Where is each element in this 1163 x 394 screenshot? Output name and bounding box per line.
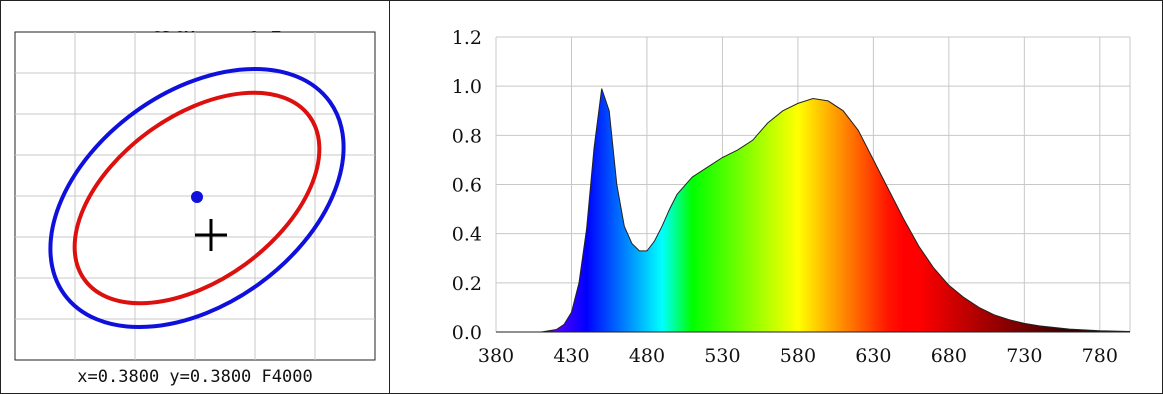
x-tick-label: 630 <box>855 345 891 367</box>
spectrum-x-ticks: 380 430 480 530 580 630 680 730 780 <box>478 345 1118 367</box>
y-tick-label: 0.8 <box>452 125 482 147</box>
y-tick-label: 0.4 <box>452 224 482 246</box>
spectrum-y-ticks: 0.0 0.2 0.4 0.6 0.8 1.0 1.2 <box>452 27 482 344</box>
x-tick-label: 580 <box>780 345 816 367</box>
spectrum-line <box>496 88 1130 332</box>
measured-point <box>191 191 203 203</box>
y-tick-label: 0.2 <box>452 273 482 295</box>
panel-divider <box>389 0 390 394</box>
x-tick-label: 380 <box>478 345 514 367</box>
x-tick-label: 780 <box>1082 345 1118 367</box>
sdcm-panel: SDCM: 2.7 x=0.3800 y=0.3800 F4000 <box>1 1 389 393</box>
spectrum-area <box>496 88 1130 332</box>
x-tick-label: 680 <box>931 345 967 367</box>
y-tick-label: 0.0 <box>452 322 482 344</box>
sdcm-ellipse-chart <box>14 31 376 361</box>
sdcm-inner-ellipse <box>72 90 322 306</box>
spectrum-chart: 0.0 0.2 0.4 0.6 0.8 1.0 1.2 380 430 480 530 580 630… <box>452 27 1131 367</box>
y-tick-label: 1.2 <box>452 27 482 49</box>
sdcm-outer-ellipse <box>48 66 346 330</box>
y-tick-label: 1.0 <box>452 76 482 98</box>
x-tick-label: 730 <box>1006 345 1042 367</box>
x-tick-label: 480 <box>629 345 665 367</box>
target-cross-marker <box>195 219 227 251</box>
sdcm-footer: x=0.3800 y=0.3800 F4000 <box>77 367 313 387</box>
y-tick-label: 0.6 <box>452 175 482 197</box>
spectrum-panel: 0.0 0.2 0.4 0.6 0.8 1.0 1.2 380 430 480 530 580 630… <box>390 1 1162 393</box>
x-tick-label: 530 <box>704 345 740 367</box>
x-tick-label: 430 <box>553 345 589 367</box>
